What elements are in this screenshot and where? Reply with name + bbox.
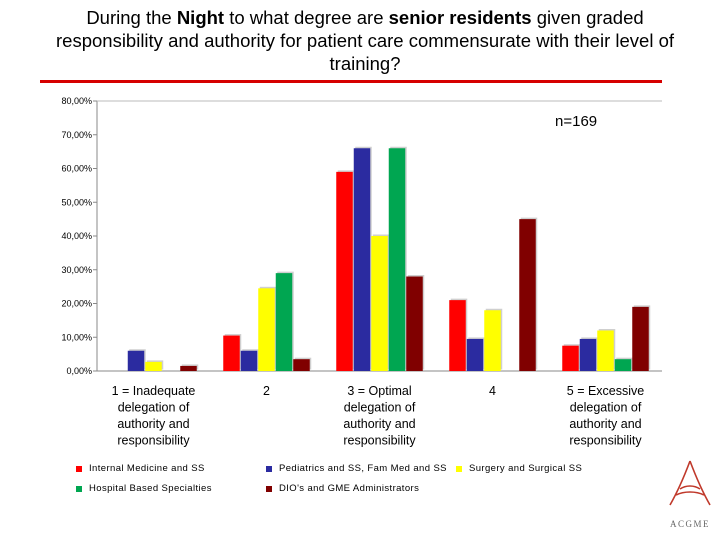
bar [371, 236, 388, 371]
bars [127, 146, 651, 371]
category-label: 4 [489, 384, 496, 398]
legend-swatch [76, 465, 82, 472]
category-label: 1 = Inadequate delegation of authority and… [112, 384, 196, 448]
bar [597, 330, 614, 371]
legend-label: DIO's and GME Administrators [279, 483, 420, 494]
legend-item-dio-gme: DIO's and GME Administrators [266, 483, 419, 494]
legend-item-internal-medicine: Internal Medicine and SS [76, 463, 205, 474]
bar [632, 306, 649, 371]
title-part: senior residents [388, 7, 532, 28]
y-tick-label: 30,00% [61, 265, 92, 275]
y-tick-label: 70,00% [61, 130, 92, 140]
bar [406, 276, 423, 371]
category-label: 2 [263, 384, 270, 398]
bar [127, 350, 145, 371]
bar [336, 171, 353, 371]
title-underline [40, 80, 662, 83]
title-part: Night [176, 7, 225, 28]
acgme-logo: ACGME [669, 460, 711, 529]
legend-swatch [76, 485, 82, 492]
svg-text:ACGME: ACGME [670, 519, 710, 529]
sample-size-annotation: n=169 [555, 113, 597, 130]
bar [519, 219, 536, 371]
bar [223, 335, 240, 371]
bar [240, 350, 258, 371]
y-tick-label: 40,00% [61, 231, 92, 241]
category-label: 3 = Optimal delegation of authority and res… [343, 384, 416, 448]
y-tick-label: 0,00% [66, 366, 92, 376]
y-tick-label: 80,00% [61, 96, 92, 106]
title-part: During the [86, 7, 177, 28]
bar [180, 365, 197, 371]
y-tick-label: 20,00% [61, 299, 92, 309]
legend-item-pediatrics: Pediatrics and SS, Fam Med and SS [266, 463, 447, 474]
bar [484, 310, 501, 371]
y-tick-label: 10,00% [61, 332, 92, 342]
bar [293, 359, 310, 371]
chart-title: During the Night to what degree are seni… [40, 6, 690, 75]
title-part: given graded responsibility and authorit… [56, 7, 674, 74]
bar [353, 148, 371, 371]
bar-chart: 0,00% 10,00% 20,00% 30,00% 40,00% 50,00% 60,00… [61, 96, 662, 448]
category-labels: 1 = Inadequate delegation of authority and… [112, 384, 645, 448]
legend-swatch [456, 465, 462, 472]
category-label: 5 = Excessive delegation of authority and r… [567, 384, 645, 448]
legend-item-surgery: Surgery and Surgical SS [456, 463, 582, 474]
legend-label: Internal Medicine and SS [89, 463, 205, 474]
legend-swatch [266, 485, 272, 492]
legend-item-hospital-based: Hospital Based Specialties [76, 483, 212, 494]
legend-label: Pediatrics and SS, Fam Med and SS [279, 463, 447, 474]
bar [275, 273, 293, 371]
bar [466, 338, 484, 371]
bar [258, 288, 275, 371]
bar [388, 148, 406, 371]
bar [614, 359, 632, 371]
legend-label: Hospital Based Specialties [89, 483, 212, 494]
bar [449, 300, 466, 371]
bar [145, 361, 162, 371]
title-part: to what degree are [224, 7, 389, 28]
legend-label: Surgery and Surgical SS [469, 463, 583, 474]
y-tick-label: 50,00% [61, 197, 92, 207]
y-tick-label: 60,00% [61, 164, 92, 174]
legend-swatch [266, 465, 272, 472]
bar [579, 338, 597, 371]
bar [562, 345, 579, 371]
